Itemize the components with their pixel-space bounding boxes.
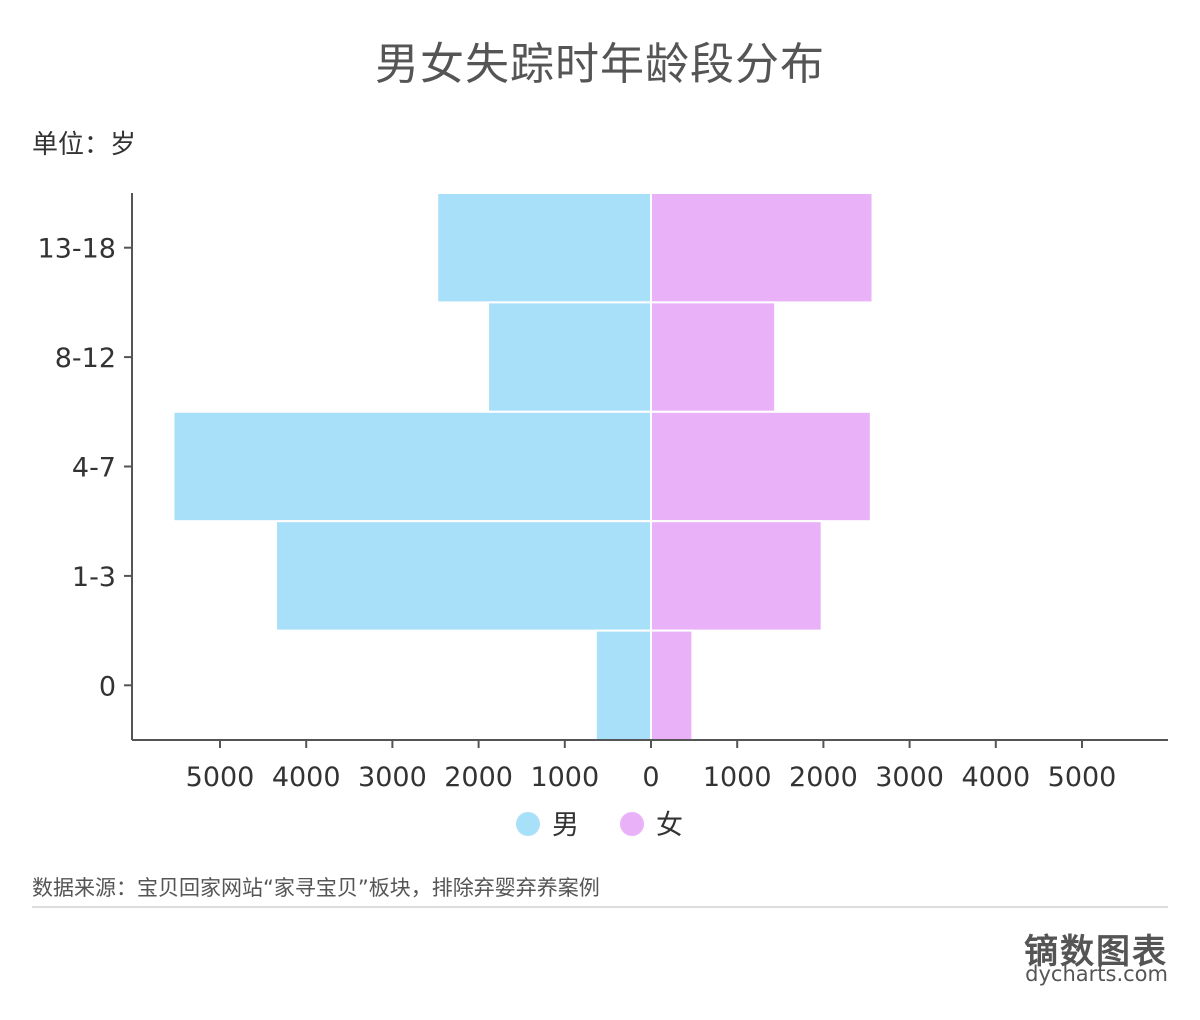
x-tick-label: 2000 [789,762,858,793]
bar-female-8-12 [650,301,777,413]
legend-label-女: 女 [656,810,683,841]
brand-logo-text: 镝数图表 [1024,932,1168,972]
x-tick-label: 5000 [1048,762,1117,793]
source-note: 数据来源：宝贝回家网站“家寻宝贝”板块，排除弃婴弃养案例 [32,876,600,900]
y-tick-label: 4-7 [72,453,116,484]
legend-swatch-男 [516,812,540,836]
bar-male-0 [594,629,652,741]
footer-divider [32,906,1168,908]
x-tick-label: 1000 [703,762,772,793]
unit-label: 单位：岁 [32,130,137,160]
bar-male-1-3 [275,520,652,632]
bar-male-4-7 [172,410,652,523]
y-tick-label: 13-18 [38,234,116,265]
pyramid-chart: 13-18 8-12 4-7 1-3 0 5000 4000 3000 2000 1000 0 100… [38,192,1168,841]
x-tick-label: 0 [642,762,659,793]
x-tick-label: 4000 [961,762,1030,793]
bar-female-13-18 [650,192,874,304]
x-tick-label: 3000 [875,762,944,793]
bar-male-13-18 [436,192,652,304]
y-tick-label: 1-3 [72,562,116,593]
legend-swatch-女 [620,812,644,836]
x-tick-label: 1000 [530,762,599,793]
x-tick-label: 5000 [186,762,255,793]
y-tick-label: 0 [99,671,116,702]
chart-title: 男女失踪时年龄段分布 [375,39,825,90]
x-tick-label: 3000 [358,762,427,793]
y-tick-label: 8-12 [55,343,116,374]
bar-female-1-3 [650,520,823,632]
bar-male-8-12 [487,301,652,413]
x-tick-label: 2000 [444,762,513,793]
brand-url: dycharts.com [1025,962,1168,986]
bar-female-0 [650,629,694,741]
x-tick-label: 4000 [272,762,341,793]
legend-label-男: 男 [552,810,579,841]
bar-female-4-7 [650,410,872,523]
